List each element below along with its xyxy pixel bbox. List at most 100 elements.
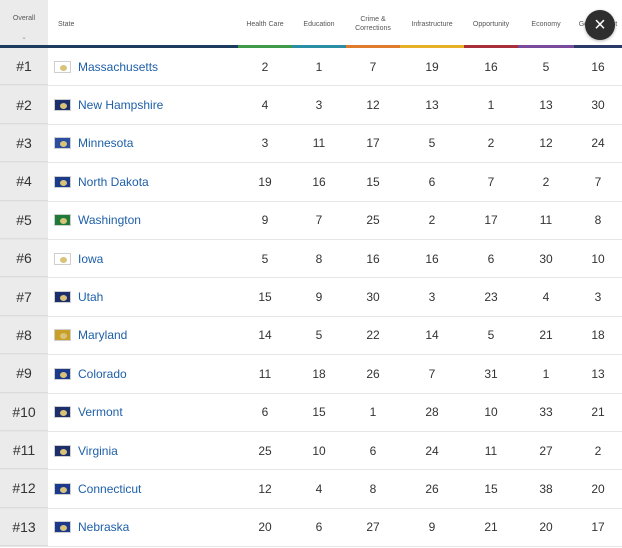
rank-cell-infrastructure: 16 (425, 251, 439, 266)
state-flag-icon (54, 99, 71, 112)
overall-rank: #4 (0, 163, 48, 201)
table-row: #2 New Hampshire 4 3 12 13 1 13 30 (0, 86, 622, 125)
rank-cell-health-care: 19 (258, 174, 272, 189)
rank-cell-opportunity: 17 (484, 213, 498, 228)
rank-cell-crime-corrections: 17 (366, 136, 380, 151)
state-name-link[interactable]: Virginia (78, 443, 118, 458)
rank-cell-government: 21 (591, 405, 605, 420)
rank-cell-education: 18 (312, 366, 326, 381)
rank-cell-opportunity: 15 (484, 481, 498, 496)
rank-cell-government: 2 (594, 443, 602, 458)
state-name-link[interactable]: Iowa (78, 251, 104, 266)
rank-cell-education: 7 (315, 213, 323, 228)
sort-indicator-icon: ⌄ (21, 34, 27, 41)
rank-cell-opportunity: 10 (484, 405, 498, 420)
column-header-infrastructure[interactable]: Infrastructure (400, 0, 464, 48)
state-name-link[interactable]: Connecticut (78, 481, 142, 496)
rank-cell-health-care: 20 (258, 520, 272, 535)
close-icon: × (594, 14, 606, 36)
column-header-label: State (58, 20, 75, 28)
table-row: #13 Nebraska 20 6 27 9 21 20 17 (0, 508, 622, 548)
state-flag-icon (54, 252, 71, 265)
column-header-label: Education (303, 20, 335, 28)
close-button[interactable]: × (585, 10, 615, 40)
column-header-label: Economy (531, 20, 561, 28)
table-row: #9 Colorado 11 18 26 7 31 1 13 (0, 355, 622, 394)
column-header-education[interactable]: Education (292, 0, 346, 48)
rank-cell-economy: 21 (539, 328, 553, 343)
state-name-link[interactable]: Utah (78, 290, 104, 305)
state-name-link[interactable]: Maryland (78, 328, 128, 343)
rank-cell-education: 5 (315, 328, 323, 343)
overall-rank: #7 (0, 278, 48, 316)
flag-seal (60, 103, 67, 110)
column-color-bar (48, 45, 238, 48)
rank-cell-opportunity: 21 (484, 520, 498, 535)
flag-seal (60, 410, 67, 417)
rank-cell-health-care: 2 (261, 59, 269, 74)
rank-cell-government: 7 (594, 174, 602, 189)
rank-cell-crime-corrections: 8 (369, 481, 377, 496)
rank-cell-opportunity: 31 (484, 366, 498, 381)
state-flag-icon (54, 406, 71, 419)
rank-cell-health-care: 6 (261, 405, 269, 420)
column-header-crime-corrections[interactable]: Crime & Corrections (346, 0, 400, 48)
rank-cell-infrastructure: 9 (428, 520, 436, 535)
state-cell: Massachusetts (48, 48, 238, 85)
column-header-economy[interactable]: Economy (518, 0, 574, 48)
rank-cell-health-care: 12 (258, 481, 272, 496)
state-name-link[interactable]: Massachusetts (78, 59, 159, 74)
rank-cell-economy: 5 (542, 59, 550, 74)
state-name-link[interactable]: North Dakota (78, 174, 149, 189)
column-header-label: Health Care (246, 20, 284, 28)
state-name-link[interactable]: Nebraska (78, 520, 130, 535)
state-cell: Nebraska (48, 509, 238, 546)
column-header-state[interactable]: State (48, 0, 238, 48)
overall-rank: #9 (0, 355, 48, 393)
rank-cell-economy: 1 (542, 366, 550, 381)
rank-cell-government: 20 (591, 481, 605, 496)
column-header-label: Crime & Corrections (355, 16, 391, 32)
state-cell: Iowa (48, 240, 238, 277)
rank-cell-government: 8 (594, 213, 602, 228)
table-row: #3 Minnesota 3 11 17 5 2 12 24 (0, 124, 622, 164)
state-name-link[interactable]: Vermont (78, 405, 123, 420)
rank-cell-infrastructure: 6 (428, 174, 436, 189)
table-body: #1 Massachusetts 2 1 7 19 16 5 16 #2 New Hampshire… (0, 48, 622, 548)
flag-seal (60, 333, 67, 340)
rank-cell-opportunity: 1 (487, 98, 495, 113)
table-row: #4 North Dakota 19 16 15 6 7 2 7 (0, 163, 622, 202)
column-color-bar (238, 45, 292, 48)
rank-cell-crime-corrections: 25 (366, 213, 380, 228)
table-row: #6 Iowa 5 8 16 16 6 30 10 (0, 239, 622, 279)
rank-cell-education: 3 (315, 98, 323, 113)
state-name-link[interactable]: Washington (78, 213, 141, 228)
rank-cell-education: 16 (312, 174, 326, 189)
rank-cell-crime-corrections: 26 (366, 366, 380, 381)
state-flag-icon (54, 367, 71, 380)
state-name-link[interactable]: Minnesota (78, 136, 134, 151)
rank-cell-opportunity: 7 (487, 174, 495, 189)
rank-cell-government: 13 (591, 366, 605, 381)
flag-seal (60, 371, 67, 378)
overall-rank: #11 (0, 431, 48, 470)
rank-cell-infrastructure: 24 (425, 443, 439, 458)
rank-cell-economy: 30 (539, 251, 553, 266)
column-header-health-care[interactable]: Health Care (238, 0, 292, 48)
state-name-link[interactable]: Colorado (78, 366, 127, 381)
flag-seal (60, 179, 67, 186)
rank-cell-crime-corrections: 22 (366, 328, 380, 343)
column-header-overall[interactable]: Overall ⌄ (0, 0, 48, 48)
rank-cell-opportunity: 11 (484, 443, 498, 458)
rank-cell-crime-corrections: 16 (366, 251, 380, 266)
flag-seal (60, 141, 67, 148)
overall-rank: #1 (0, 48, 48, 86)
table-row: #11 Virginia 25 10 6 24 11 27 2 (0, 431, 622, 471)
rank-cell-government: 17 (591, 520, 605, 535)
table-row: #7 Utah 15 9 30 3 23 4 3 (0, 278, 622, 317)
rank-cell-infrastructure: 3 (428, 290, 436, 305)
column-header-opportunity[interactable]: Opportunity (464, 0, 518, 48)
overall-rank: #6 (0, 239, 48, 278)
state-name-link[interactable]: New Hampshire (78, 98, 164, 113)
